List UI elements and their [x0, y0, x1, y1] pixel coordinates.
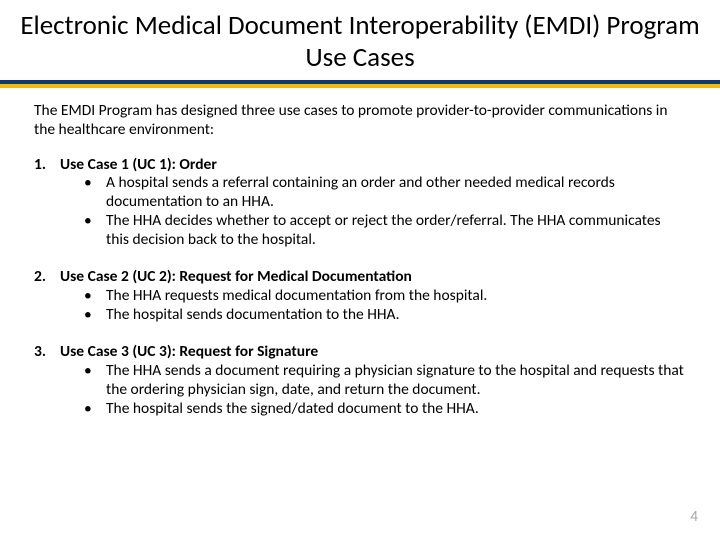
slide-body: The EMDI Program has designed three use … [0, 88, 720, 419]
bullet-item: The hospital sends the signed/dated docu… [84, 400, 686, 419]
bullet-item: The HHA sends a document requiring a phy… [84, 362, 686, 400]
bullet-list: The HHA sends a document requiring a phy… [60, 362, 686, 419]
bullet-item: A hospital sends a referral containing a… [84, 174, 686, 212]
slide-title: Electronic Medical Document Interoperabi… [20, 10, 700, 80]
intro-text: The EMDI Program has designed three use … [34, 102, 686, 140]
use-case-item: Use Case 1 (UC 1): Order A hospital send… [34, 156, 686, 251]
bullet-list: The HHA requests medical documentation f… [60, 287, 686, 325]
bullet-item: The HHA decides whether to accept or rej… [84, 212, 686, 250]
slide: Electronic Medical Document Interoperabi… [0, 0, 720, 540]
title-block: Electronic Medical Document Interoperabi… [0, 0, 720, 80]
page-number: 4 [690, 508, 698, 526]
bullet-list: A hospital sends a referral containing a… [60, 174, 686, 250]
use-case-list: Use Case 1 (UC 1): Order A hospital send… [34, 156, 686, 419]
use-case-heading: Use Case 1 (UC 1): Order [60, 155, 217, 174]
bullet-item: The HHA requests medical documentation f… [84, 287, 686, 306]
use-case-heading: Use Case 2 (UC 2): Request for Medical D… [60, 267, 412, 286]
use-case-item: Use Case 2 (UC 2): Request for Medical D… [34, 268, 686, 325]
use-case-item: Use Case 3 (UC 3): Request for Signature… [34, 343, 686, 419]
bullet-item: The hospital sends documentation to the … [84, 306, 686, 325]
use-case-heading: Use Case 3 (UC 3): Request for Signature [60, 342, 318, 361]
